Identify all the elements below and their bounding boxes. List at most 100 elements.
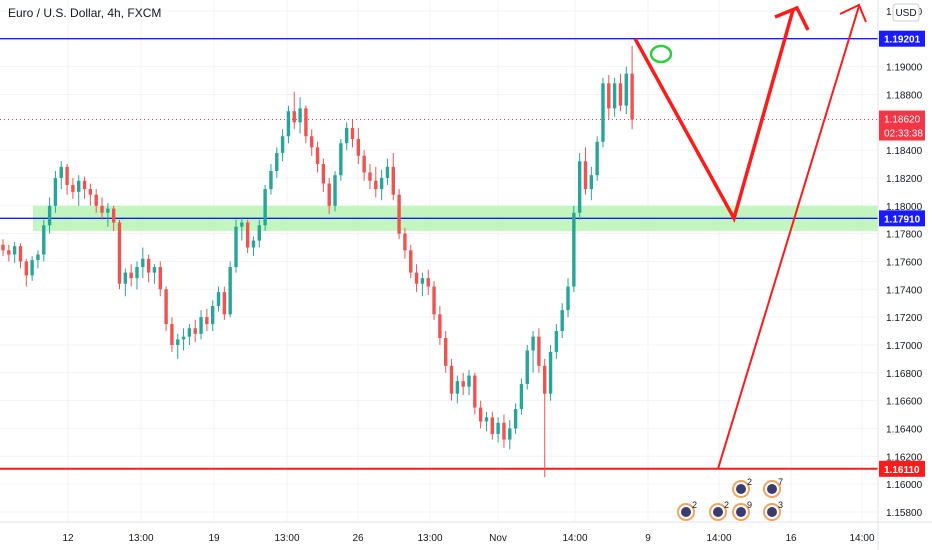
candle-body bbox=[42, 225, 46, 255]
time-tick-label: 9 bbox=[645, 533, 651, 544]
candle-body bbox=[449, 365, 454, 394]
price-tick-label: 1.16200 bbox=[886, 452, 923, 463]
candle-body bbox=[444, 338, 448, 366]
candle-body bbox=[24, 261, 28, 276]
candle-body bbox=[554, 331, 559, 352]
candle-body bbox=[403, 233, 407, 251]
candle-body bbox=[59, 166, 63, 178]
candle-body bbox=[426, 278, 430, 287]
candle-body bbox=[385, 166, 390, 178]
currency-label: USD bbox=[895, 8, 916, 19]
price-level-badge-label: 1.16110 bbox=[884, 465, 920, 476]
time-tick-label: 14:00 bbox=[706, 533, 731, 544]
candle-body bbox=[409, 250, 413, 273]
candle-body bbox=[537, 336, 541, 366]
price-level-badge bbox=[879, 30, 925, 47]
time-axis[interactable]: 12 13:00 19 13:00 26 13:00 Nov 14:00 9 14:00 16 14:… bbox=[62, 533, 875, 544]
price-tick-label: 1.16000 bbox=[886, 480, 923, 491]
candle-body bbox=[245, 222, 250, 248]
candle-body bbox=[228, 267, 232, 315]
time-tick-label: Nov bbox=[489, 533, 507, 544]
candle-body bbox=[368, 172, 372, 181]
candle-body bbox=[12, 246, 17, 255]
event-count: 2 bbox=[747, 477, 752, 487]
projection-arrowhead-2 bbox=[839, 3, 867, 23]
event-count: 2 bbox=[724, 500, 729, 510]
time-tick-label: 12 bbox=[62, 533, 74, 544]
current-price-badge bbox=[879, 110, 925, 141]
time-tick-label: 14:00 bbox=[562, 533, 587, 544]
candle-body bbox=[170, 324, 174, 345]
candle-body bbox=[222, 292, 227, 315]
economic-events[interactable]: 2 2 2 9 7 3 bbox=[677, 477, 783, 521]
candle-body bbox=[71, 184, 75, 192]
candle-body bbox=[531, 336, 535, 351]
event-count: 2 bbox=[692, 500, 697, 510]
candle-body bbox=[47, 205, 52, 226]
price-tick-label: 1.18000 bbox=[886, 202, 923, 213]
price-tick-label: 1.17200 bbox=[886, 313, 923, 324]
projection-path-1 bbox=[633, 9, 795, 223]
time-tick-label: 19 bbox=[208, 533, 220, 544]
candle-body bbox=[117, 222, 122, 284]
candle-body bbox=[589, 175, 594, 190]
candle-body bbox=[473, 375, 477, 408]
candle-body bbox=[100, 205, 104, 213]
candle-body bbox=[496, 422, 500, 435]
candle-body bbox=[240, 222, 244, 227]
candle-body bbox=[525, 350, 529, 384]
candle-body bbox=[315, 147, 320, 165]
candle-body bbox=[141, 258, 145, 268]
candle-body bbox=[53, 177, 58, 206]
time-tick-label: 13:00 bbox=[128, 533, 153, 544]
price-level-badge-label: 1.19201 bbox=[884, 35, 921, 46]
projection-path-2 bbox=[717, 5, 860, 470]
candle-body bbox=[543, 365, 547, 394]
candle-body bbox=[455, 381, 460, 394]
candle-body bbox=[502, 422, 506, 440]
price-tick-label: 1.16400 bbox=[886, 424, 923, 435]
candle-body bbox=[123, 272, 128, 284]
candles bbox=[1, 45, 634, 478]
candle-body bbox=[205, 317, 209, 325]
candle-body bbox=[484, 417, 489, 422]
candle-body bbox=[344, 127, 349, 144]
candle-body bbox=[158, 267, 162, 290]
candle-body bbox=[397, 194, 401, 234]
candle-body bbox=[164, 289, 168, 325]
projection-arrowhead-1 bbox=[774, 5, 810, 31]
candle-body bbox=[187, 328, 192, 337]
candle-body bbox=[129, 272, 133, 279]
candle-body bbox=[519, 383, 524, 409]
price-axis[interactable]: 1.194001.190001.188001.184001.182001.180… bbox=[886, 7, 923, 519]
price-levels bbox=[0, 37, 878, 470]
candle-body bbox=[280, 136, 285, 153]
candle-body bbox=[618, 83, 623, 106]
candle-body bbox=[490, 417, 494, 435]
candle-body bbox=[374, 180, 378, 190]
price-level-badge bbox=[879, 210, 925, 227]
candle-body bbox=[193, 328, 197, 334]
candle-body bbox=[152, 267, 157, 273]
time-tick-label: 16 bbox=[785, 533, 797, 544]
candle-body bbox=[286, 111, 291, 137]
candle-body bbox=[181, 336, 186, 340]
top-marker-circle bbox=[649, 44, 673, 64]
price-tick-label: 1.16800 bbox=[886, 369, 923, 380]
candle-body bbox=[467, 375, 471, 387]
candle-body bbox=[269, 171, 273, 190]
candle-body bbox=[275, 152, 279, 172]
price-tick-label: 1.18800 bbox=[886, 90, 923, 101]
candle-body bbox=[624, 73, 628, 106]
currency-button[interactable] bbox=[892, 3, 920, 22]
price-tick-label: 1.17400 bbox=[886, 285, 923, 296]
countdown-label: 02:33:38 bbox=[884, 129, 923, 140]
price-level-badge bbox=[879, 460, 925, 477]
candle-body bbox=[572, 212, 576, 287]
price-tick-label: 1.15800 bbox=[886, 508, 923, 519]
candle-body bbox=[583, 161, 588, 190]
candle-body bbox=[77, 180, 81, 192]
candle-body bbox=[7, 250, 11, 255]
candle-body bbox=[176, 339, 180, 345]
